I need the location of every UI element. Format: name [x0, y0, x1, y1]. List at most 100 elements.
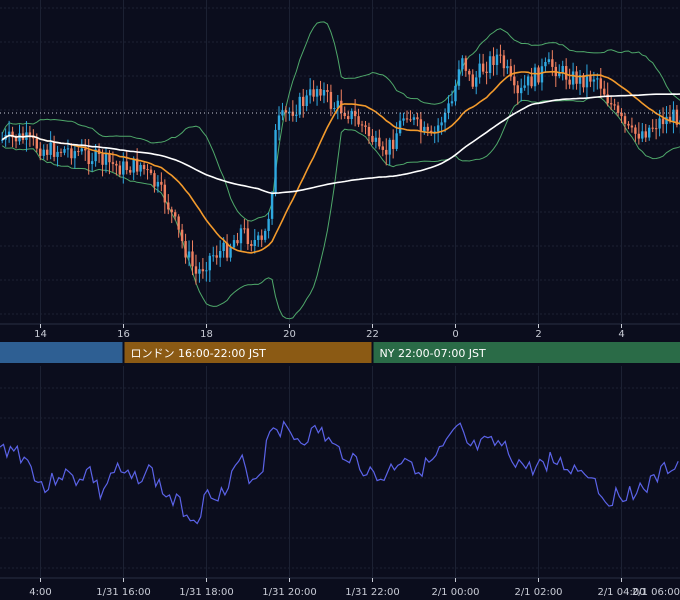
candle-body	[298, 96, 301, 115]
candle-body	[302, 96, 305, 107]
candle-body	[347, 116, 350, 119]
moving-averages	[1, 70, 680, 254]
candle-body	[142, 164, 146, 170]
candle-body	[540, 66, 544, 83]
candle-body	[222, 242, 225, 251]
candle-body	[73, 151, 77, 159]
candle-body	[118, 165, 122, 175]
candle-body	[319, 89, 322, 96]
x-tick-label: 1/31 20:00	[262, 587, 316, 598]
candle-body	[651, 127, 654, 129]
candle-body	[63, 149, 66, 153]
candle-body	[526, 76, 530, 86]
candle-body	[468, 70, 471, 75]
candle-body	[461, 58, 464, 70]
candle-body	[402, 118, 405, 121]
candle-body	[357, 116, 360, 125]
candle-body	[291, 111, 295, 116]
candle-body	[312, 89, 315, 97]
candle-body	[49, 142, 52, 155]
candle-body	[391, 139, 395, 149]
candle-body	[129, 170, 132, 173]
candle-body	[409, 119, 412, 121]
candle-body	[208, 255, 211, 271]
candle-body	[77, 151, 80, 153]
candle-body	[481, 63, 485, 72]
candle-body	[454, 85, 457, 102]
x-tick-label: 2/1 06:00	[632, 587, 680, 598]
candle-body	[42, 149, 45, 156]
candle-body	[520, 87, 523, 94]
candle-body	[149, 169, 153, 174]
candle-body	[232, 240, 236, 248]
candle-body	[308, 89, 312, 96]
candle-body	[450, 101, 454, 104]
candle-body	[637, 133, 641, 139]
candle-body	[613, 104, 616, 106]
candle-body	[661, 118, 665, 125]
candle-body	[52, 142, 56, 157]
candle-body	[644, 131, 647, 138]
candle-body	[229, 247, 232, 258]
candle-body	[250, 243, 253, 246]
candle-body	[395, 133, 398, 149]
candle-body	[630, 125, 634, 128]
candle-body	[385, 149, 388, 155]
candle-body	[599, 78, 602, 89]
candle-body	[485, 71, 488, 73]
candle-body	[108, 153, 111, 163]
candle-body	[596, 78, 599, 80]
candle-body	[236, 240, 239, 244]
x-tick-label: 4:00	[29, 587, 51, 598]
candle-body	[471, 74, 474, 87]
candle-body	[163, 184, 167, 203]
candle-body	[284, 110, 288, 113]
candle-body	[80, 148, 83, 152]
candle-body	[135, 158, 139, 172]
candle-body	[305, 95, 308, 107]
candle-body	[18, 133, 21, 142]
candle-body	[516, 85, 519, 94]
candle-body	[492, 56, 495, 65]
candle-body	[180, 229, 184, 242]
candle-body	[547, 59, 551, 62]
x-tick-label: 14	[34, 329, 47, 340]
candle-body	[270, 194, 274, 219]
candle-body	[436, 125, 440, 132]
candle-body	[132, 158, 135, 173]
x-tick-label: 18	[200, 329, 213, 340]
candle-body	[423, 126, 426, 132]
candle-body	[39, 148, 42, 156]
candle-body	[94, 149, 97, 162]
candle-body	[194, 266, 198, 274]
candle-body	[488, 56, 492, 73]
candle-body	[620, 112, 623, 117]
candle-body	[59, 151, 63, 153]
oscillator-panel	[0, 420, 679, 525]
candle-body	[585, 74, 589, 88]
candle-body	[239, 228, 243, 244]
candle-body	[634, 127, 637, 134]
candle-body	[295, 114, 298, 116]
candle-body	[11, 131, 14, 138]
oscillator-line	[0, 420, 679, 525]
candle-body	[177, 216, 180, 230]
candle-body	[174, 212, 177, 217]
bollinger-upper	[1, 21, 680, 222]
candle-body	[464, 58, 468, 71]
candle-body	[170, 209, 173, 213]
candle-body	[14, 137, 18, 142]
candle-body	[257, 235, 260, 240]
candle-body	[641, 131, 644, 139]
candle-body	[205, 270, 208, 272]
session-band	[0, 342, 123, 363]
candle-body	[225, 242, 229, 258]
candle-body	[589, 74, 592, 82]
candle-body	[315, 89, 319, 97]
candle-body	[558, 73, 561, 77]
session-band-label: NY 22:00-07:00 JST	[380, 347, 487, 360]
candle-body	[350, 110, 353, 119]
x-tick-label: 0	[452, 329, 458, 340]
candle-body	[561, 66, 564, 74]
candle-body	[381, 146, 384, 150]
